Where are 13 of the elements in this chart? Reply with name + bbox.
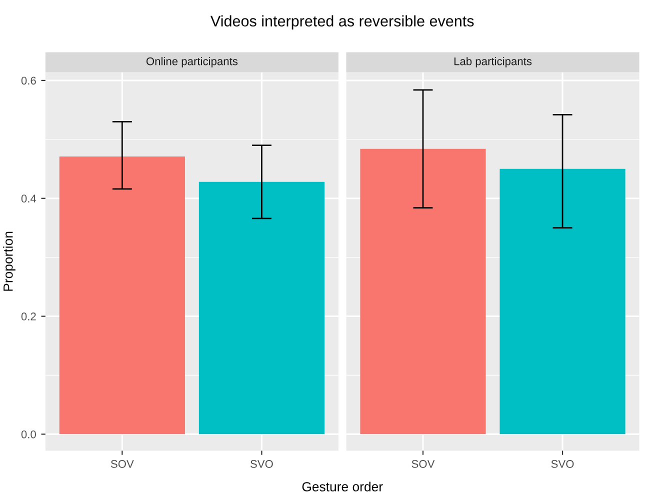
chart-title: Videos interpreted as reversible events bbox=[210, 15, 474, 30]
chart-subtitle: Online participants bbox=[146, 57, 238, 68]
y-tick-label: 0.0 bbox=[21, 430, 36, 438]
x-tick-label: SVO bbox=[551, 460, 574, 468]
x-tick-label: SOV bbox=[110, 460, 134, 468]
y-axis-title: Proportion bbox=[3, 232, 16, 291]
x-axis-title: Gesture order bbox=[302, 482, 383, 492]
x-tick-label: SVO bbox=[250, 460, 273, 468]
x-tick-label: SOV bbox=[412, 460, 435, 468]
y-tick-label: 0.4 bbox=[21, 194, 36, 203]
y-tick-label: 0.6 bbox=[21, 76, 36, 85]
y-tick-label: 0.2 bbox=[21, 312, 36, 320]
chart-subtitle: Lab participants bbox=[454, 57, 532, 68]
